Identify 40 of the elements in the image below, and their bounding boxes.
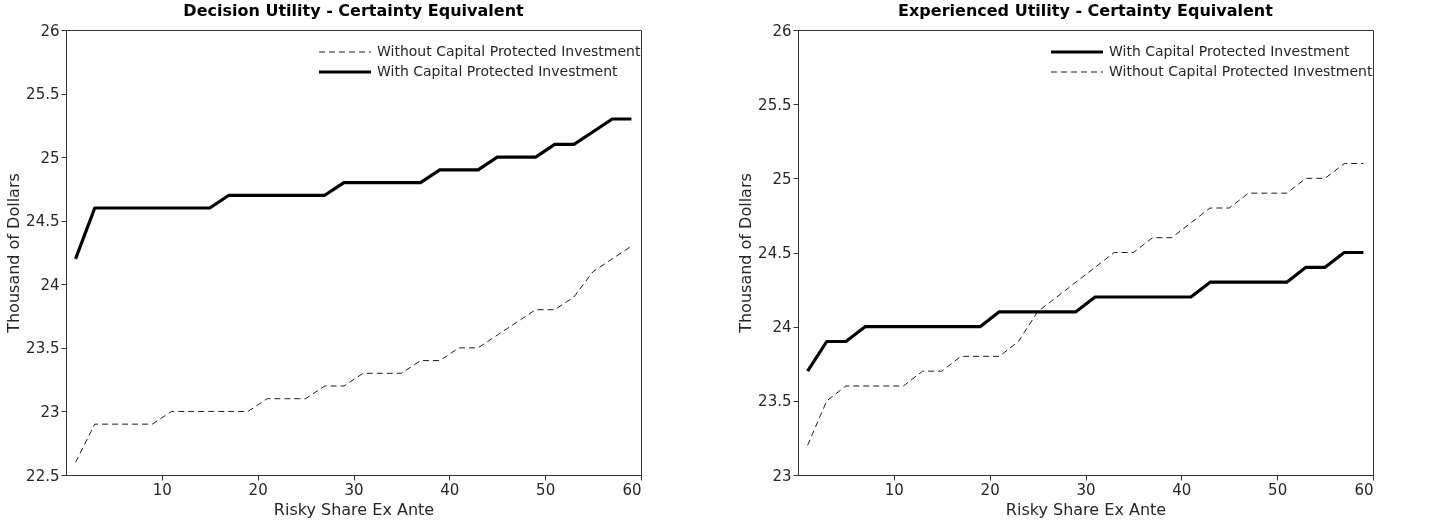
line-series	[73, 117, 634, 261]
y-tick-label: 25	[772, 169, 792, 188]
legend-label: With Capital Protected Investment	[377, 63, 619, 79]
x-tick-label: 50	[536, 480, 556, 499]
y-tick-label: 24	[772, 318, 792, 337]
y-axis-title: Thousand of Dollars	[736, 173, 756, 334]
line-series	[75, 245, 632, 463]
y-tick-label: 23.5	[26, 339, 60, 358]
legend-label: With Capital Protected Investment	[1109, 43, 1351, 59]
y-tick-label: 24.5	[26, 212, 60, 231]
x-axis-title: Risky Share Ex Ante	[1005, 499, 1167, 519]
x-tick-label: 30	[1076, 480, 1096, 499]
y-tick-label: 24.5	[758, 244, 792, 262]
y-tick-label: 26	[772, 21, 792, 40]
y-tick-label: 25	[40, 148, 60, 167]
legend-label: Without Capital Protected Investment	[377, 43, 641, 59]
y-tick-label: 25.5	[758, 95, 792, 114]
x-tick-label: 40	[440, 480, 460, 499]
x-tick-label: 30	[344, 480, 364, 499]
chart-title: Decision Utility - Certainty Equivalent	[183, 1, 525, 20]
x-tick-label: 10	[884, 480, 904, 499]
chart-title: Experienced Utility - Certainty Equivalent	[898, 1, 1274, 20]
x-tick-label: 60	[622, 480, 642, 499]
x-tick-label: 20	[248, 480, 268, 499]
y-tick-label: 23.5	[758, 392, 792, 411]
y-axis-title: Thousand of Dollars	[4, 173, 24, 334]
y-tick-label: 26	[40, 21, 60, 40]
legend-label: Without Capital Protected Investment	[1109, 63, 1373, 79]
y-tick-label: 22.5	[26, 466, 60, 485]
y-tick-label: 24	[40, 275, 60, 294]
x-axis-title: Risky Share Ex Ante	[273, 499, 435, 519]
line-series	[807, 163, 1364, 446]
y-tick-label: 23	[772, 466, 792, 485]
x-tick-label: 60	[1354, 480, 1374, 499]
y-tick-label: 23	[40, 402, 60, 421]
y-tick-label: 25.5	[26, 85, 60, 104]
x-tick-label: 20	[980, 480, 1000, 499]
x-tick-label: 10	[152, 480, 172, 499]
x-tick-label: 40	[1172, 480, 1192, 499]
x-tick-label: 50	[1268, 480, 1288, 499]
